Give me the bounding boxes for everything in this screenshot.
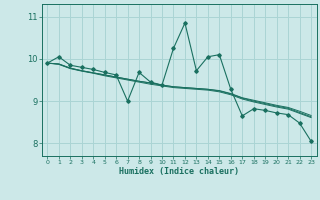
X-axis label: Humidex (Indice chaleur): Humidex (Indice chaleur) [119,167,239,176]
